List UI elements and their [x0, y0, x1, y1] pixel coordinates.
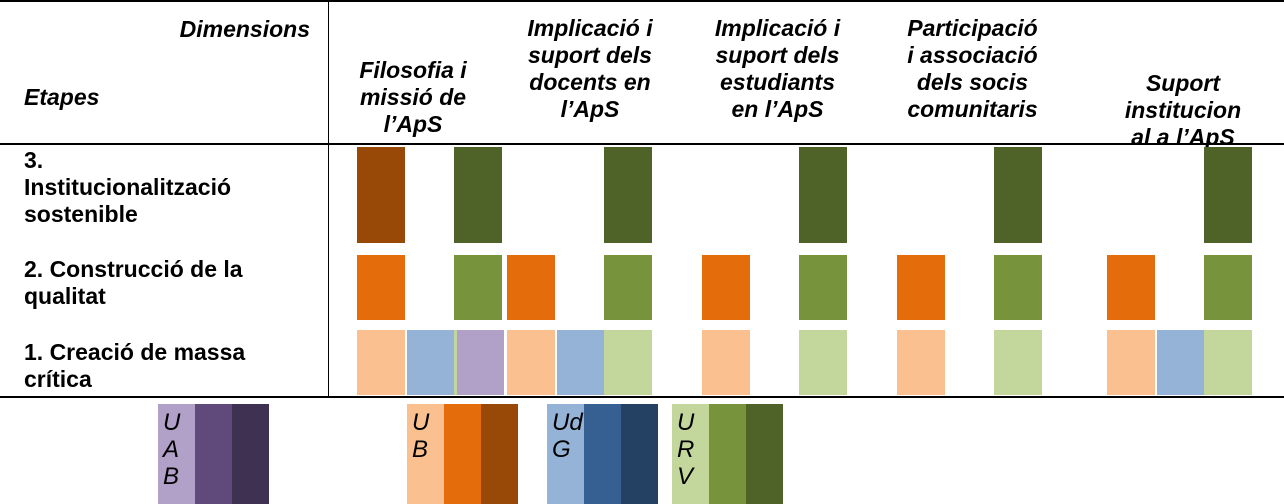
- header-bottom-border: [0, 143, 1284, 145]
- table-top-border: [0, 0, 1284, 2]
- cell-stage2-dim4-ub: [897, 255, 945, 320]
- legend-swatch-uab-level1: [158, 404, 195, 504]
- cell-stage2-dim1-ub: [357, 255, 405, 320]
- legend-label-line: U: [677, 409, 695, 436]
- cell-stage2-dim1-urv: [454, 255, 502, 320]
- legend-label-udg: Ud G: [552, 409, 583, 463]
- dimension-header-line: docents en: [529, 69, 651, 95]
- dimension-header-line: dels socis: [916, 69, 1029, 95]
- legend-label-line: R: [677, 436, 695, 463]
- cell-stage2-dim4-urv: [994, 255, 1042, 320]
- dimension-header-line: l’ApS: [383, 111, 443, 137]
- stage-label-line: Institucionalització: [24, 174, 232, 200]
- legend-label-line: G: [552, 436, 571, 463]
- cell-stage1-dim2-uab: [457, 330, 504, 395]
- cell-stage1-dim4-ub: [897, 330, 945, 395]
- cell-stage3-dim1-urv: [454, 147, 502, 243]
- legend-swatch-uab-level2: [195, 404, 232, 504]
- dimension-header-line: Implicació i: [527, 15, 653, 41]
- dimension-header-line: suport dels: [715, 42, 840, 68]
- legend-label-line: U: [163, 409, 181, 436]
- legend-label-line: A: [163, 436, 180, 463]
- cell-stage2-dim2-ub: [507, 255, 555, 320]
- cell-stage1-dim2-udg: [557, 330, 604, 395]
- dimension-header-line: l’ApS: [560, 96, 620, 122]
- cell-stage1-dim3-urv: [799, 330, 847, 395]
- cell-stage3-dim2-urv: [604, 147, 652, 243]
- cell-stage1-dim4-urv: [994, 330, 1042, 395]
- dimension-header-line: Participació: [907, 15, 1038, 41]
- cell-stage2-dim5-urv: [1204, 255, 1252, 320]
- stage-label-line: 2. Construcció de la: [24, 256, 243, 282]
- cell-stage1-dim3-ub: [702, 330, 750, 395]
- cell-stage1-dim2-ub: [507, 330, 555, 395]
- legend-swatch-ub-level1: [407, 404, 444, 504]
- legend-swatch-udg-level3: [621, 404, 658, 504]
- legend-swatch-uab-level3: [232, 404, 269, 504]
- dimension-header-institutional: Suport institucion al a l’ApS: [1108, 70, 1258, 151]
- cell-stage3-dim4-urv: [994, 147, 1042, 243]
- stage-label-3: 3. Institucionalització sostenible: [24, 147, 231, 228]
- cell-stage3-dim5-urv: [1204, 147, 1252, 243]
- stage-label-line: qualitat: [24, 283, 106, 309]
- dimension-header-philosophy: Filosofia i missió de l’ApS: [338, 57, 488, 138]
- dimension-header-teachers: Implicació i suport dels docents en l’Ap…: [510, 15, 670, 123]
- cell-stage1-dim5-udg: [1157, 330, 1204, 395]
- legend-label-line: U: [412, 409, 430, 436]
- dimension-header-line: Filosofia i: [359, 57, 467, 83]
- cell-stage2-dim3-urv: [799, 255, 847, 320]
- cell-stage2-dim5-ub: [1107, 255, 1155, 320]
- dimension-header-line: estudiants: [719, 69, 836, 95]
- legend-swatch-udg-level2: [584, 404, 621, 504]
- dimension-header-line: al a l’ApS: [1131, 124, 1235, 150]
- dimension-header-line: institucion: [1124, 97, 1242, 123]
- dimension-header-line: missió de: [359, 84, 467, 110]
- stage-label-line: 3.: [24, 147, 44, 173]
- dimension-header-community: Participació i associació dels socis com…: [900, 15, 1045, 123]
- dimension-header-line: en l’ApS: [731, 96, 824, 122]
- legend-label-line: B: [412, 436, 429, 463]
- corner-stages-label: Etapes: [24, 84, 100, 110]
- cell-stage1-dim1-udg: [407, 330, 454, 395]
- corner-dimensions-label: Dimensions: [179, 16, 310, 42]
- cell-stage3-dim3-urv: [799, 147, 847, 243]
- legend-swatch-ub-level3: [481, 404, 518, 504]
- stage-label-line: 1. Creació de massa: [24, 339, 246, 365]
- cell-stage3-dim1-ub: [357, 147, 405, 243]
- cell-stage1-dim5-ub: [1107, 330, 1155, 395]
- dimension-header-line: i associació: [907, 42, 1038, 68]
- cell-stage2-dim3-ub: [702, 255, 750, 320]
- legend-swatch-urv-level1: [672, 404, 709, 504]
- legend-swatch-urv-level3: [746, 404, 783, 504]
- cell-stage1-dim1-ub: [357, 330, 405, 395]
- stage-label-line: sostenible: [24, 201, 138, 227]
- legend-label-line: B: [163, 463, 180, 490]
- dimension-header-line: Suport: [1145, 70, 1221, 96]
- legend-label-line: Ud: [552, 409, 583, 436]
- stage-label-line: crítica: [24, 366, 92, 392]
- dimension-header-students: Implicació i suport dels estudiants en l…: [700, 15, 855, 123]
- cell-stage1-dim2-urv: [604, 330, 652, 395]
- dimension-header-line: suport dels: [528, 42, 652, 68]
- stage-label-1: 1. Creació de massa crítica: [24, 339, 245, 393]
- cell-stage1-dim5-urv: [1204, 330, 1252, 395]
- legend-swatch-ub-level2: [444, 404, 481, 504]
- cell-stage2-dim2-urv: [604, 255, 652, 320]
- dimension-header-line: comunitaris: [907, 96, 1038, 122]
- stage-label-2: 2. Construcció de la qualitat: [24, 256, 243, 310]
- table-bottom-border: [0, 396, 1284, 398]
- legend-label-line: V: [677, 463, 694, 490]
- legend-swatch-urv-level2: [709, 404, 746, 504]
- header-column-divider: [328, 0, 329, 398]
- legend-swatch-udg-level1: [547, 404, 584, 504]
- dimension-header-line: Implicació i: [714, 15, 841, 41]
